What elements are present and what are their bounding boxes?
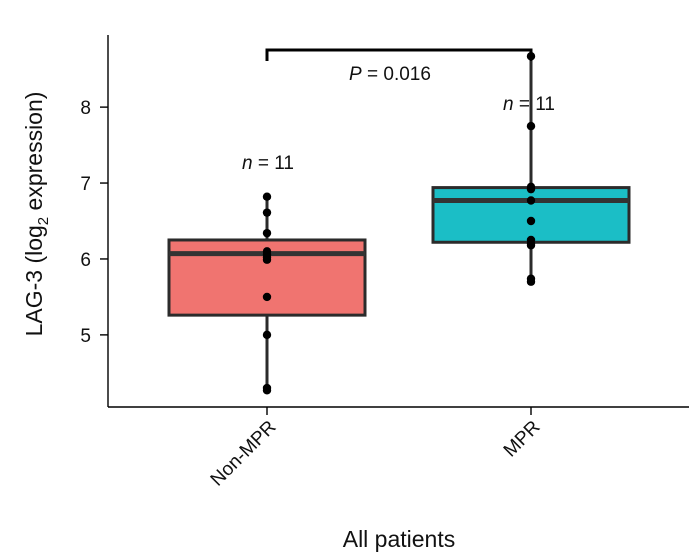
y-tick-label: 8 <box>80 98 91 119</box>
y-axis-title-subscript: 2 <box>35 217 52 225</box>
p-value-number: = 0.016 <box>362 64 431 85</box>
data-point <box>526 277 536 286</box>
data-point <box>262 386 272 395</box>
data-points <box>262 52 536 395</box>
box <box>431 186 631 244</box>
significance-bracket <box>265 48 533 61</box>
p-value-label: P = 0.016 <box>349 64 431 85</box>
data-point <box>262 192 272 201</box>
y-tick-label: 7 <box>80 174 91 195</box>
y-tick-label: 5 <box>80 326 91 347</box>
p-value-letter: P <box>349 64 362 85</box>
x-ticks: Non-MPR MPR <box>207 407 545 491</box>
data-point <box>526 184 536 194</box>
data-point <box>262 208 272 217</box>
annotations: n = 11n = 11P = 0.016 <box>242 48 555 174</box>
x-tick-label: MPR <box>500 417 545 462</box>
y-axis-title-tail: expression) <box>21 92 47 217</box>
n-label-value: = 11 <box>253 153 294 174</box>
n-label-letter: n <box>242 153 253 174</box>
n-label-letter: n <box>503 94 514 115</box>
y-axis-title-main: LAG-3 (log <box>21 225 47 336</box>
n-label: n = 11 <box>503 94 555 115</box>
data-point <box>262 228 272 238</box>
data-point <box>262 255 272 264</box>
data-point <box>526 216 536 226</box>
y-axis-title: LAG-3 (log2 expression) <box>21 92 52 337</box>
data-point <box>262 330 272 340</box>
x-axis-title: All patients <box>343 526 456 552</box>
data-point <box>526 196 536 205</box>
y-tick-label: 6 <box>80 250 91 271</box>
y-ticks: 5 6 7 8 <box>80 98 108 347</box>
boxes <box>167 56 631 391</box>
data-point <box>262 292 272 302</box>
x-tick-label: Non-MPR <box>207 417 281 491</box>
n-label: n = 11 <box>242 153 294 174</box>
data-point <box>526 121 536 131</box>
data-point <box>526 241 536 250</box>
n-label-value: = 11 <box>514 94 555 115</box>
axes <box>107 35 689 408</box>
